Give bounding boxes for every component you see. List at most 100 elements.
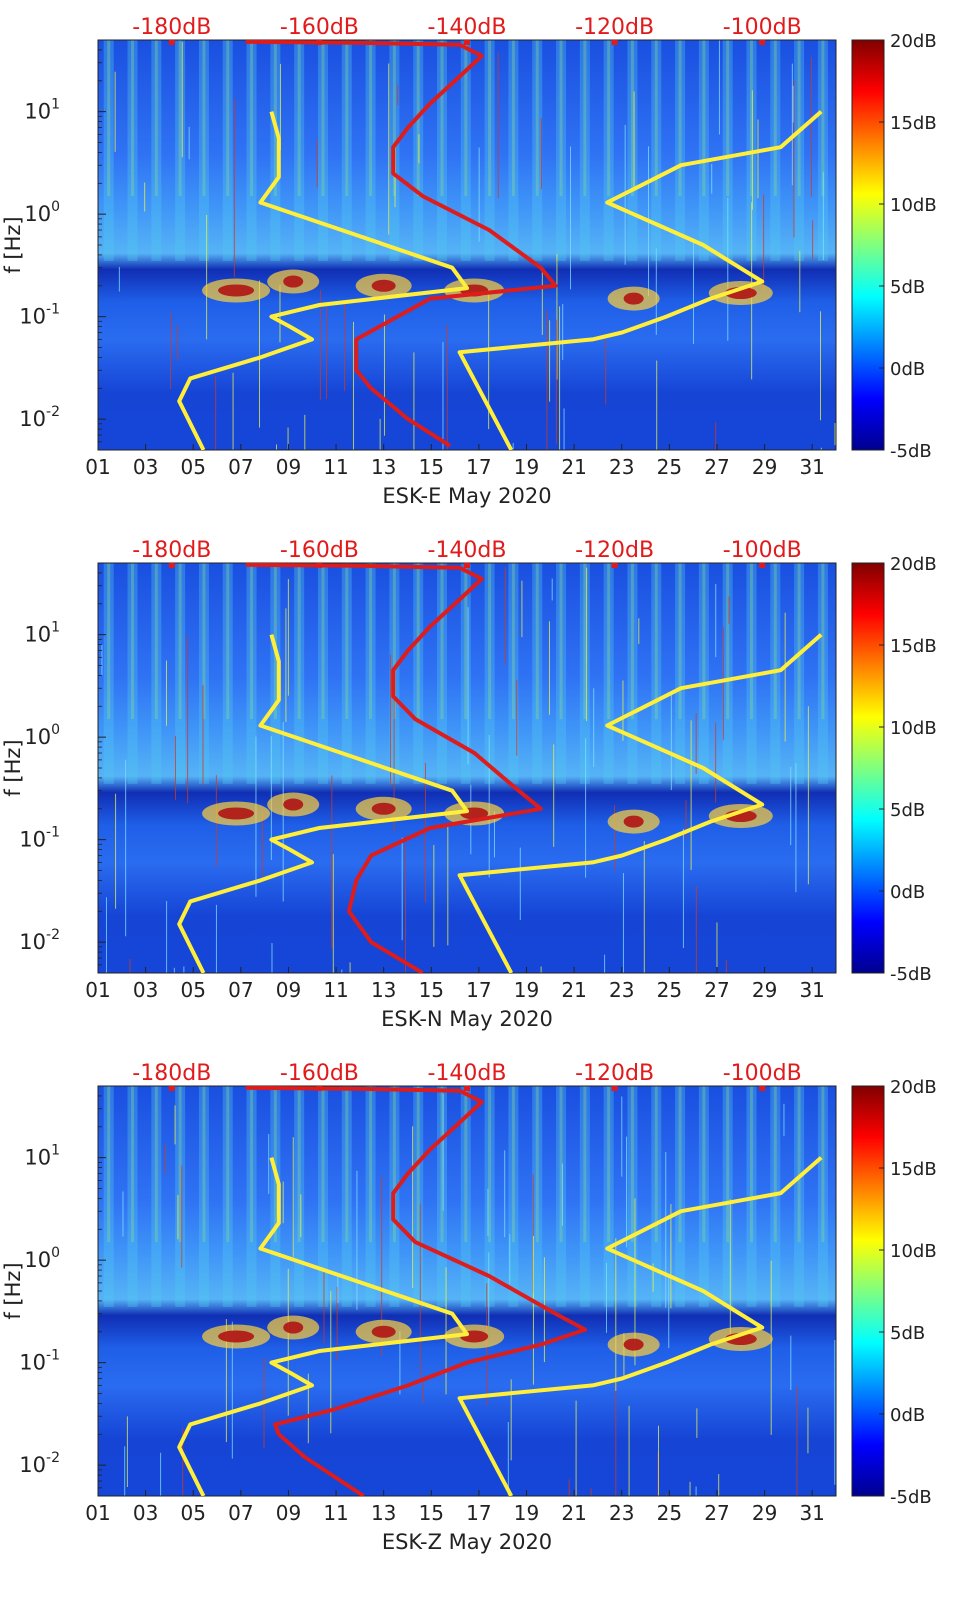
colorbar-tick-label: -5dB xyxy=(890,964,932,985)
series-line-model-bound-low xyxy=(177,111,469,450)
colorbar: 20dB 15dB 10dB 5dB 0dB -5dB xyxy=(851,1077,937,1508)
x-tick-label: 13 xyxy=(371,978,396,1002)
x-tick-label: 31 xyxy=(799,978,824,1002)
x-tick-label: 11 xyxy=(323,978,348,1002)
top-db-axis: -180dB -160dB -140dB -120dB -100dB xyxy=(132,15,802,45)
colorbar: 20dB 15dB 10dB 5dB 0dB -5dB xyxy=(851,31,937,462)
colorbar: 20dB 15dB 10dB 5dB 0dB -5dB xyxy=(851,554,937,985)
x-tick-label: 19 xyxy=(514,978,539,1002)
x-tick-label: 13 xyxy=(371,455,396,479)
top-tick-label: -100dB xyxy=(723,538,802,563)
x-tick-label: 25 xyxy=(657,1501,682,1525)
x-tick-label: 23 xyxy=(609,978,634,1002)
x-tick-label: 17 xyxy=(466,1501,491,1525)
colorbar-tick-label: 5dB xyxy=(890,277,925,298)
y-tick-label: 100 xyxy=(24,1245,60,1272)
colorbar-tick-label: 10dB xyxy=(890,1241,937,1262)
colorbar-tick-label: 0dB xyxy=(890,1405,925,1426)
top-tick-label: -120dB xyxy=(575,15,654,40)
x-tick-label: 29 xyxy=(752,978,777,1002)
x-tick-label: 15 xyxy=(419,1501,444,1525)
x-tick-label: 01 xyxy=(85,455,110,479)
top-tick-label: -100dB xyxy=(723,15,802,40)
top-tick-label: -160dB xyxy=(280,538,359,563)
top-db-axis: -180dB -160dB -140dB -120dB -100dB xyxy=(132,1061,802,1091)
spectrogram-panel-1: 01 03 05 07 09 11 13 15 17 19 21 23 25 27 29 31 ESK-E Ma… xyxy=(1,15,937,508)
y-tick-label: 100 xyxy=(24,199,60,226)
y-tick-label: 101 xyxy=(24,97,60,124)
x-tick-label: 31 xyxy=(799,455,824,479)
y-tick-label: 100 xyxy=(24,722,60,749)
top-tick-label: -180dB xyxy=(132,538,211,563)
x-tick-label: 05 xyxy=(180,1501,205,1525)
series-line-model-bound-low xyxy=(177,1157,469,1496)
y-tick-label: 10-2 xyxy=(19,927,60,954)
spectrogram-panel-2: 01 03 05 07 09 11 13 15 17 19 21 23 25 27 29 31 ESK-N Ma… xyxy=(1,538,937,1031)
x-axis: 01 03 05 07 09 11 13 15 17 19 21 23 25 27 29 31 xyxy=(85,967,825,1002)
x-axis: 01 03 05 07 09 11 13 15 17 19 21 23 25 27 29 31 xyxy=(85,444,825,479)
x-tick-label: 27 xyxy=(704,455,729,479)
y-axis: 10-2 10-1 100 101 xyxy=(19,39,106,451)
y-axis-title: f [Hz] xyxy=(1,216,25,273)
x-tick-label: 07 xyxy=(228,978,253,1002)
top-tick-label: -120dB xyxy=(575,1061,654,1086)
x-axis-title: ESK-N May 2020 xyxy=(381,1007,553,1031)
x-tick-label: 13 xyxy=(371,1501,396,1525)
x-tick-label: 27 xyxy=(704,978,729,1002)
x-tick-label: 23 xyxy=(609,1501,634,1525)
series-line-model-bound-high xyxy=(457,1156,823,1496)
spectrogram-image xyxy=(98,563,836,973)
colorbar-tick-label: -5dB xyxy=(890,1487,932,1508)
top-tick-label: -140dB xyxy=(428,538,507,563)
x-tick-label: 03 xyxy=(133,455,158,479)
x-tick-label: 05 xyxy=(180,455,205,479)
colorbar-tick-label: 20dB xyxy=(890,1077,937,1098)
x-tick-label: 23 xyxy=(609,455,634,479)
spectrogram-image xyxy=(98,40,836,450)
x-axis: 01 03 05 07 09 11 13 15 17 19 21 23 25 27 29 31 xyxy=(85,1490,825,1525)
x-tick-label: 17 xyxy=(466,455,491,479)
y-axis-title: f [Hz] xyxy=(1,1262,25,1319)
x-tick-label: 19 xyxy=(514,1501,539,1525)
y-tick-label: 10-2 xyxy=(19,404,60,431)
x-tick-label: 07 xyxy=(228,455,253,479)
series-line-noise-psd xyxy=(245,563,543,973)
colorbar-tick-label: 15dB xyxy=(890,636,937,657)
colorbar-tick-label: 20dB xyxy=(890,31,937,52)
x-tick-label: 11 xyxy=(323,455,348,479)
top-tick-label: -120dB xyxy=(575,538,654,563)
y-tick-label: 10-1 xyxy=(19,825,60,852)
x-tick-label: 21 xyxy=(561,1501,586,1525)
x-tick-label: 05 xyxy=(180,978,205,1002)
series-line-model-bound-high xyxy=(457,633,823,973)
series-line-noise-psd xyxy=(245,1086,588,1496)
colorbar-tick-label: 15dB xyxy=(890,1159,937,1180)
x-tick-label: 17 xyxy=(466,978,491,1002)
x-axis-title: ESK-Z May 2020 xyxy=(382,1530,552,1554)
x-tick-label: 01 xyxy=(85,1501,110,1525)
colorbar-tick-label: 5dB xyxy=(890,1323,925,1344)
x-tick-label: 09 xyxy=(276,978,301,1002)
x-tick-label: 15 xyxy=(419,978,444,1002)
colorbar-tick-label: 0dB xyxy=(890,882,925,903)
series-line-model-bound-high xyxy=(457,110,823,450)
top-tick-label: -160dB xyxy=(280,15,359,40)
top-tick-label: -180dB xyxy=(132,1061,211,1086)
colorbar-tick-label: 10dB xyxy=(890,718,937,739)
colorbar-tick-label: 15dB xyxy=(890,113,937,134)
x-tick-label: 31 xyxy=(799,1501,824,1525)
colorbar-tick-label: 10dB xyxy=(890,195,937,216)
y-tick-label: 10-2 xyxy=(19,1450,60,1477)
x-tick-label: 15 xyxy=(419,455,444,479)
top-tick-label: -140dB xyxy=(428,15,507,40)
x-tick-label: 03 xyxy=(133,978,158,1002)
x-tick-label: 11 xyxy=(323,1501,348,1525)
x-tick-label: 07 xyxy=(228,1501,253,1525)
x-tick-label: 03 xyxy=(133,1501,158,1525)
spectrogram-panel-3: 01 03 05 07 09 11 13 15 17 19 21 23 25 27 29 31 ESK-Z Ma… xyxy=(1,1061,937,1554)
x-tick-label: 09 xyxy=(276,1501,301,1525)
colorbar-tick-label: -5dB xyxy=(890,441,932,462)
y-tick-label: 101 xyxy=(24,1143,60,1170)
spectrogram-image xyxy=(98,1086,836,1496)
